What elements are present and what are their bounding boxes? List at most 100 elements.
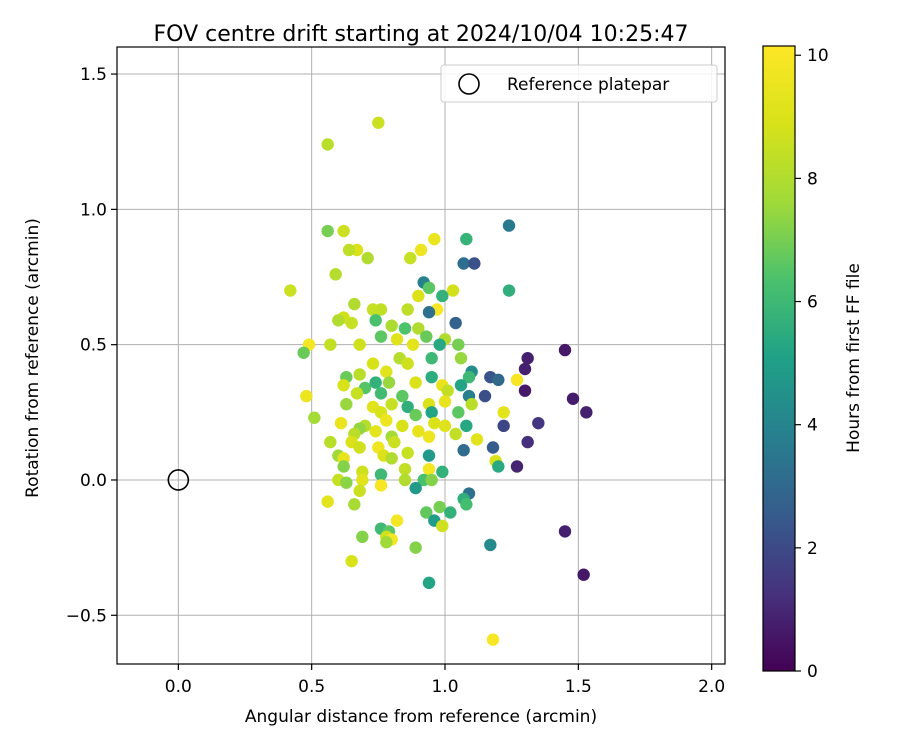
- colorbar: 0 2 4 6 8 10 Hours from first FF file: [762, 45, 864, 682]
- data-point: [452, 338, 465, 351]
- data-point: [470, 433, 484, 446]
- data-point: [441, 384, 454, 397]
- data-point: [518, 384, 532, 397]
- data-point: [366, 357, 380, 370]
- data-point: [438, 395, 452, 408]
- data-point: [324, 338, 337, 351]
- data-point: [398, 322, 412, 335]
- data-point: [444, 506, 457, 519]
- data-point: [340, 398, 353, 411]
- data-point: [433, 338, 446, 351]
- y-tick-label: 1.0: [80, 200, 107, 220]
- data-point: [345, 554, 358, 568]
- data-point: [457, 444, 470, 457]
- data-point: [369, 376, 382, 389]
- data-point: [350, 387, 364, 400]
- y-axis-ticks: −0.5 0.0 0.5 1.0 1.5: [66, 65, 117, 626]
- data-point: [321, 495, 334, 508]
- data-point: [436, 519, 449, 533]
- data-point: [348, 297, 361, 311]
- data-point: [577, 568, 590, 581]
- data-point: [380, 365, 393, 378]
- plot-area-frame: [116, 46, 726, 665]
- chart-title: FOV centre drift starting at 2024/10/04 …: [154, 22, 689, 47]
- data-point: [412, 425, 425, 438]
- data-point: [460, 419, 473, 433]
- data-point: [348, 498, 361, 511]
- data-point: [449, 316, 462, 330]
- data-point: [388, 435, 401, 449]
- data-point: [425, 406, 438, 419]
- data-point: [353, 484, 366, 498]
- data-point: [454, 379, 468, 392]
- reference-platepar-marker: [167, 469, 190, 491]
- y-tick-label: 1.5: [80, 65, 107, 85]
- data-point: [409, 408, 422, 422]
- data-point: [334, 416, 348, 430]
- colorbar-ticks: 0 2 4 6 8 10: [795, 46, 829, 682]
- data-point: [369, 425, 382, 438]
- data-point: [428, 416, 441, 430]
- data-point: [454, 352, 468, 365]
- data-point: [412, 322, 425, 335]
- data-point: [361, 251, 374, 265]
- data-point: [478, 389, 492, 403]
- data-point: [401, 400, 414, 414]
- data-point: [398, 473, 412, 487]
- data-point: [518, 362, 532, 376]
- legend-entry-reference-platepar: Reference platepar: [507, 75, 669, 95]
- data-point: [566, 392, 580, 405]
- data-point: [425, 352, 438, 365]
- data-point: [457, 257, 470, 270]
- grid-lines: [117, 47, 725, 664]
- data-point: [385, 452, 398, 465]
- data-point: [438, 419, 452, 433]
- colorbar-gradient: [762, 45, 796, 672]
- data-point: [390, 333, 404, 346]
- data-point: [284, 284, 297, 297]
- data-point: [422, 449, 436, 462]
- data-point: [425, 370, 438, 384]
- x-tick-label: 1.5: [565, 677, 592, 697]
- data-point: [374, 468, 388, 481]
- data-point: [385, 319, 398, 332]
- data-point: [521, 435, 534, 449]
- data-point: [422, 430, 436, 443]
- data-point: [369, 314, 382, 327]
- data-point: [460, 498, 473, 511]
- data-point: [308, 411, 321, 424]
- data-point: [374, 387, 388, 400]
- data-point: [396, 419, 409, 433]
- data-point: [374, 479, 388, 492]
- x-tick-label: 0.0: [165, 677, 192, 697]
- data-point: [510, 373, 524, 387]
- data-point: [422, 462, 436, 476]
- x-tick-label: 2.0: [698, 677, 725, 697]
- data-point: [452, 406, 465, 419]
- data-point: [409, 481, 422, 495]
- data-point: [332, 314, 345, 327]
- data-point: [558, 525, 572, 538]
- legend-box: [440, 64, 718, 103]
- data-point: [532, 416, 545, 430]
- y-tick-label: −0.5: [66, 606, 107, 626]
- data-point: [433, 500, 446, 514]
- x-axis-ticks: 0.0 0.5 1.0 1.5 2.0: [165, 664, 725, 697]
- data-point: [420, 330, 433, 343]
- data-point: [385, 398, 398, 411]
- data-point: [353, 338, 366, 351]
- colorbar-tick-label: 10: [807, 46, 829, 66]
- data-point: [329, 268, 342, 281]
- data-point: [382, 376, 396, 389]
- data-point: [422, 576, 436, 590]
- data-point: [404, 251, 417, 265]
- data-point: [486, 441, 500, 454]
- data-point: [401, 303, 414, 316]
- colorbar-tick-label: 6: [807, 293, 818, 313]
- data-point: [409, 541, 422, 554]
- data-point: [342, 243, 356, 257]
- data-point: [345, 316, 358, 330]
- data-point: [510, 460, 524, 473]
- legend: Reference platepar: [440, 64, 718, 103]
